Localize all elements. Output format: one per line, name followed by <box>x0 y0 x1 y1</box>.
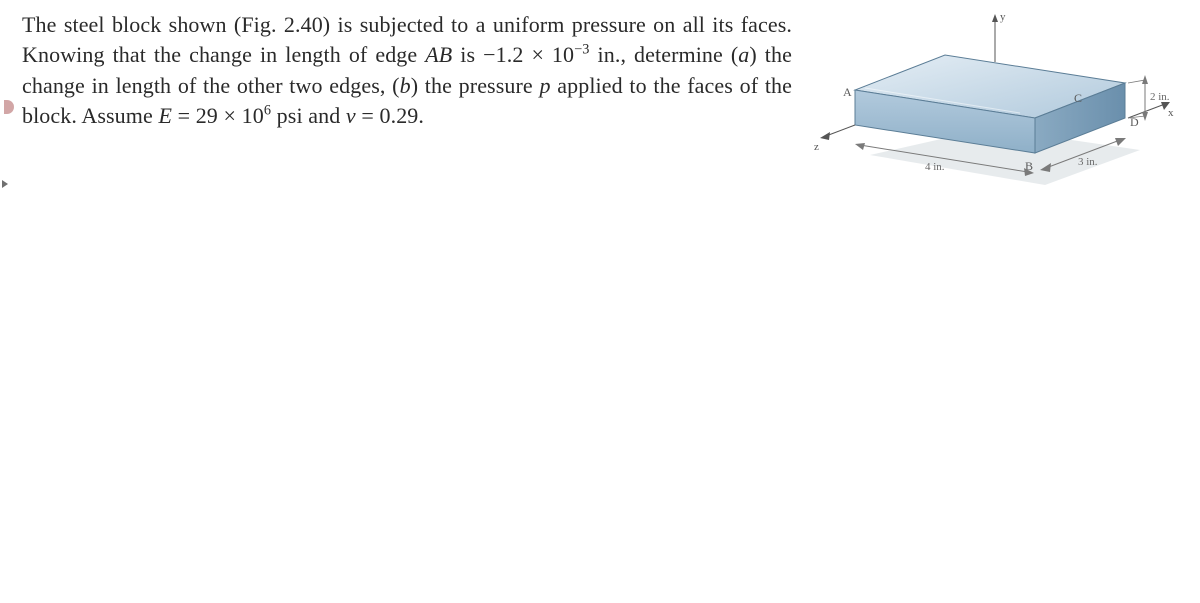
dim-arrow-r-3in <box>1115 138 1126 146</box>
block-diagram-svg: A B C D y x z 4 in. <box>810 0 1180 210</box>
edge-AB-italic: AB <box>425 42 452 67</box>
text-run: in., determine ( <box>590 42 739 67</box>
text-run: psi and <box>271 103 346 128</box>
text-run: = 29 × 10 <box>172 103 264 128</box>
problem-statement: The steel block shown (Fig. 2.40) is sub… <box>22 10 792 131</box>
y-axis-arrowhead <box>992 14 998 22</box>
dim-arrow-l-4in <box>855 143 865 150</box>
exponent: −3 <box>574 42 589 58</box>
corner-C-label: C <box>1074 91 1082 105</box>
dim-3in-label: 3 in. <box>1078 156 1098 168</box>
dim-tick-2in-top <box>1128 80 1145 83</box>
text-run: = 0.29. <box>356 103 424 128</box>
dim-2in-label: 2 in. <box>1150 91 1170 103</box>
p-italic: p <box>539 73 550 98</box>
x-axis-label: x <box>1168 107 1174 119</box>
margin-marker-dot <box>4 100 14 114</box>
dim-4in-label: 4 in. <box>925 161 945 173</box>
nu-italic: ν <box>346 103 356 128</box>
margin-marker-arrow <box>2 180 8 188</box>
part-a-italic: a <box>738 42 749 67</box>
text-run: is −1.2 × 10 <box>452 42 574 67</box>
part-b-italic: b <box>400 73 411 98</box>
y-axis-label: y <box>1000 11 1006 23</box>
z-axis-arrowhead <box>820 132 830 140</box>
page: The steel block shown (Fig. 2.40) is sub… <box>0 0 1200 603</box>
z-axis-line <box>826 125 855 136</box>
figure-2-40: A B C D y x z 4 in. <box>810 10 1180 210</box>
problem-row: The steel block shown (Fig. 2.40) is sub… <box>22 10 1182 210</box>
E-italic: E <box>158 103 172 128</box>
dim-arrow-t-2in <box>1142 75 1148 84</box>
text-run: ) the pressure <box>411 73 540 98</box>
corner-A-label: A <box>843 85 852 99</box>
exponent: 6 <box>264 103 271 119</box>
z-axis-label: z <box>814 141 819 153</box>
